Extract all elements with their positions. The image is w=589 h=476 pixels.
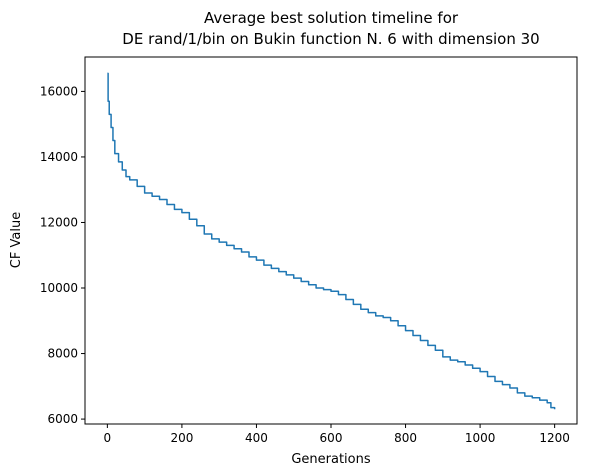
x-tick-label: 1000 bbox=[465, 431, 496, 445]
plot-frame bbox=[84, 56, 578, 425]
y-axis-label: CF Value bbox=[9, 212, 24, 268]
x-tick-label: 0 bbox=[104, 431, 112, 445]
x-tick-label: 200 bbox=[170, 431, 193, 445]
x-axis-label: Generations bbox=[291, 452, 371, 467]
y-tick-label: 16000 bbox=[40, 84, 78, 98]
y-tick-label: 10000 bbox=[40, 281, 78, 295]
y-tick-label: 14000 bbox=[40, 150, 78, 164]
x-axis-ticks: 0 200 400 600 800 1000 1200 bbox=[104, 424, 570, 445]
x-tick-label: 800 bbox=[394, 431, 417, 445]
x-tick-label: 1200 bbox=[539, 431, 570, 445]
x-tick-label: 400 bbox=[245, 431, 268, 445]
chart-title-line-1: Average best solution timeline for bbox=[204, 9, 459, 27]
x-tick-label: 600 bbox=[320, 431, 343, 445]
y-tick-label: 6000 bbox=[47, 412, 78, 426]
y-tick-label: 12000 bbox=[40, 215, 78, 229]
series-line bbox=[107, 72, 556, 410]
chart-title-line-2: DE rand/1/bin on Bukin function N. 6 wit… bbox=[122, 30, 539, 48]
y-axis-ticks: 6000 8000 10000 12000 14000 16000 bbox=[40, 84, 85, 426]
series-layer bbox=[107, 72, 556, 410]
y-tick-label: 8000 bbox=[47, 347, 78, 361]
